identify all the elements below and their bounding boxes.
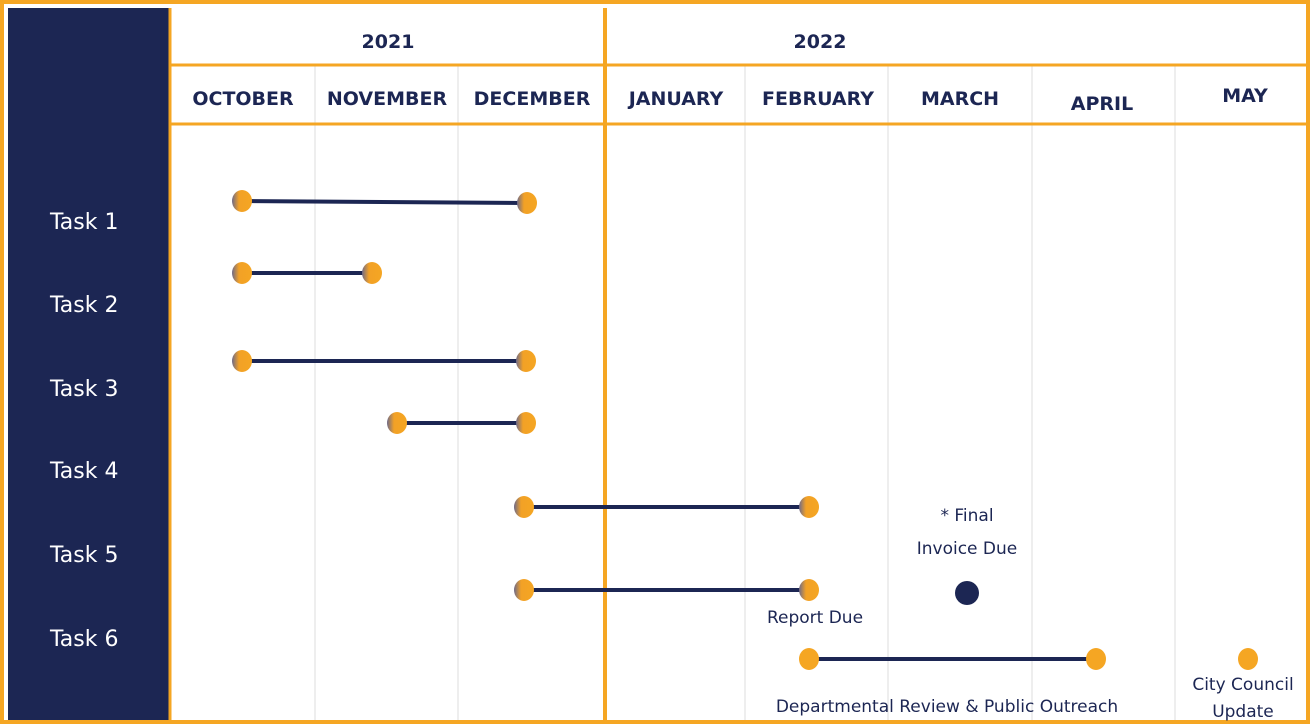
task-label: Task 2 [49, 293, 118, 318]
task-label: Task 3 [49, 377, 118, 402]
milestone [514, 496, 534, 518]
month: DECEMBER [474, 88, 591, 110]
milestone [516, 350, 536, 372]
milestone [517, 192, 537, 214]
month: NOVEMBER [327, 88, 448, 110]
annotation: City Council [1192, 675, 1293, 695]
annotation: Report Due [767, 608, 863, 628]
milestone [799, 496, 819, 518]
month: FEBRUARY [762, 88, 874, 110]
milestone [1238, 648, 1258, 670]
month: OCTOBER [192, 88, 294, 110]
annotation: Departmental Review & Public Outreach [776, 697, 1118, 717]
task-label: Task 6 [49, 627, 118, 652]
task-label: Task 4 [49, 459, 118, 484]
task-bars [232, 190, 1258, 670]
month: APRIL [1071, 93, 1133, 115]
task-panel [8, 8, 170, 720]
annotation: * Final [940, 506, 993, 526]
milestone [362, 262, 382, 284]
milestone [232, 350, 252, 372]
task-label: Task 5 [49, 543, 118, 568]
milestone [232, 190, 252, 212]
milestone [232, 262, 252, 284]
milestone [1086, 648, 1106, 670]
milestone [799, 579, 819, 601]
bar [241, 199, 526, 205]
milestone [516, 412, 536, 434]
milestone [799, 648, 819, 670]
task-label: Task 1 [49, 210, 118, 235]
year: 2021 [362, 31, 415, 53]
milestone [514, 579, 534, 601]
year: 2022 [794, 31, 847, 53]
milestone [387, 412, 407, 434]
month: MARCH [921, 88, 999, 110]
month: MAY [1222, 85, 1268, 107]
annotation: Update [1212, 702, 1274, 722]
month: JANUARY [627, 88, 724, 110]
annotation: Invoice Due [917, 539, 1018, 559]
invoice-milestone [955, 581, 979, 605]
